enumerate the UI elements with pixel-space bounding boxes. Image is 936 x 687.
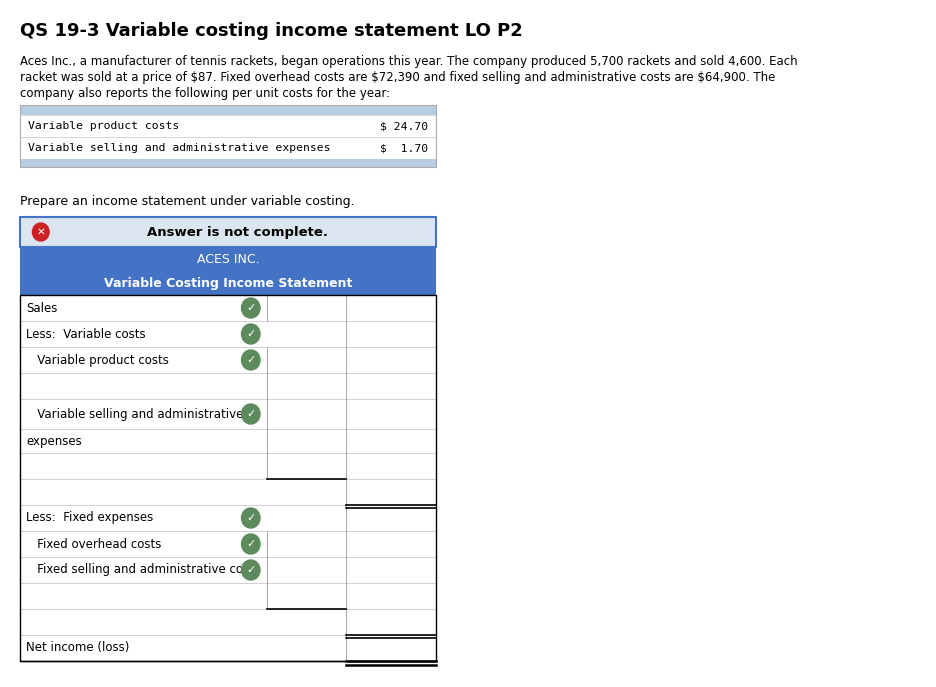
Bar xyxy=(21,295,435,321)
Bar xyxy=(21,347,435,373)
Text: QS 19-3 Variable costing income statement LO P2: QS 19-3 Variable costing income statemen… xyxy=(21,22,522,40)
Text: ✓: ✓ xyxy=(246,539,256,549)
Bar xyxy=(21,105,435,115)
Bar xyxy=(21,609,435,635)
Text: Answer is not complete.: Answer is not complete. xyxy=(147,225,328,238)
Text: Less:  Variable costs: Less: Variable costs xyxy=(26,328,145,341)
Text: ✓: ✓ xyxy=(246,409,256,419)
Circle shape xyxy=(241,404,260,424)
Bar xyxy=(21,505,435,531)
Bar xyxy=(21,373,435,399)
Circle shape xyxy=(241,350,260,370)
Text: Less:  Fixed expenses: Less: Fixed expenses xyxy=(26,512,154,524)
Text: Variable selling and administrative expenses: Variable selling and administrative expe… xyxy=(28,143,330,153)
Text: Fixed selling and administrative costs: Fixed selling and administrative costs xyxy=(26,563,259,576)
Bar xyxy=(21,295,435,661)
Text: Variable product costs: Variable product costs xyxy=(26,354,168,366)
Bar xyxy=(21,247,435,271)
Text: Aces Inc., a manufacturer of tennis rackets, began operations this year. The com: Aces Inc., a manufacturer of tennis rack… xyxy=(21,55,797,68)
Text: Sales: Sales xyxy=(26,302,57,315)
Bar xyxy=(21,479,435,505)
Text: ✓: ✓ xyxy=(246,329,256,339)
Bar xyxy=(21,531,435,557)
Circle shape xyxy=(241,324,260,344)
Bar xyxy=(21,321,435,347)
Bar xyxy=(21,635,435,661)
Text: ✓: ✓ xyxy=(246,565,256,575)
Bar xyxy=(21,583,435,609)
Bar xyxy=(21,217,435,247)
Bar xyxy=(21,399,435,429)
Text: ✕: ✕ xyxy=(37,227,45,237)
Text: ✓: ✓ xyxy=(246,303,256,313)
Text: ✓: ✓ xyxy=(246,513,256,523)
Circle shape xyxy=(241,508,260,528)
Bar xyxy=(21,217,435,661)
Circle shape xyxy=(241,298,260,318)
Circle shape xyxy=(241,534,260,554)
Text: Variable selling and administrative: Variable selling and administrative xyxy=(26,407,243,420)
Text: Variable Costing Income Statement: Variable Costing Income Statement xyxy=(104,276,352,289)
Bar xyxy=(21,557,435,583)
Text: company also reports the following per unit costs for the year:: company also reports the following per u… xyxy=(21,87,390,100)
Bar xyxy=(21,159,435,167)
Text: expenses: expenses xyxy=(26,434,81,447)
Text: Net income (loss): Net income (loss) xyxy=(26,642,129,655)
Text: $ 24.70: $ 24.70 xyxy=(380,121,428,131)
Bar xyxy=(21,115,435,137)
Circle shape xyxy=(241,560,260,580)
Text: ACES INC.: ACES INC. xyxy=(197,253,259,265)
Text: racket was sold at a price of $87. Fixed overhead costs are $72,390 and fixed se: racket was sold at a price of $87. Fixed… xyxy=(21,71,775,84)
Bar xyxy=(21,271,435,295)
Bar xyxy=(21,105,435,167)
Circle shape xyxy=(33,223,49,241)
Bar xyxy=(21,453,435,479)
Text: Variable product costs: Variable product costs xyxy=(28,121,179,131)
Text: $  1.70: $ 1.70 xyxy=(380,143,428,153)
Bar xyxy=(21,429,435,453)
Text: Fixed overhead costs: Fixed overhead costs xyxy=(26,537,161,550)
Text: ✓: ✓ xyxy=(246,355,256,365)
Text: Prepare an income statement under variable costing.: Prepare an income statement under variab… xyxy=(21,195,355,208)
Bar xyxy=(21,137,435,159)
